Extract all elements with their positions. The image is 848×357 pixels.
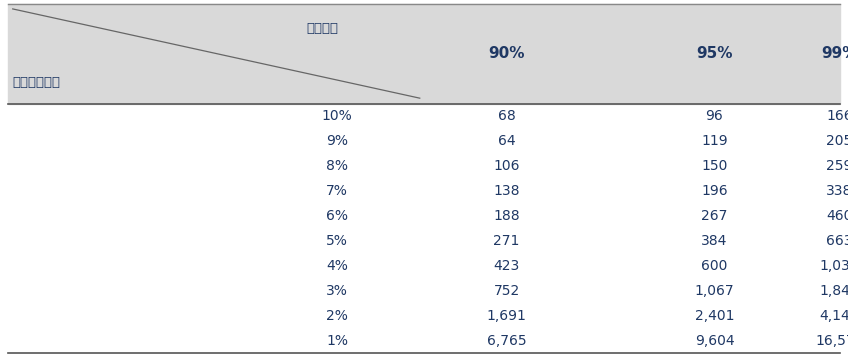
Text: 138: 138: [494, 184, 520, 198]
Text: 7%: 7%: [326, 184, 348, 198]
Text: 9%: 9%: [326, 134, 348, 148]
Text: 384: 384: [701, 234, 728, 248]
Text: 6%: 6%: [326, 209, 348, 223]
Text: 16,577: 16,577: [815, 334, 848, 348]
Text: 196: 196: [701, 184, 728, 198]
Text: 460: 460: [826, 209, 848, 223]
Text: 1,067: 1,067: [695, 284, 734, 298]
Text: 신뢰수준: 신뢰수준: [306, 22, 338, 35]
Text: 90%: 90%: [488, 46, 525, 61]
Text: 1,842: 1,842: [820, 284, 848, 298]
Text: 166: 166: [826, 109, 848, 123]
Text: 119: 119: [701, 134, 728, 148]
Text: 8%: 8%: [326, 159, 348, 173]
Text: 600: 600: [701, 259, 728, 273]
Text: 1,691: 1,691: [487, 309, 527, 323]
Text: 99%: 99%: [821, 46, 848, 61]
Text: 338: 338: [826, 184, 848, 198]
Text: 752: 752: [494, 284, 520, 298]
Text: 423: 423: [494, 259, 520, 273]
Text: 95%: 95%: [696, 46, 733, 61]
Text: 267: 267: [701, 209, 728, 223]
Text: 4,144: 4,144: [820, 309, 848, 323]
Text: 2%: 2%: [326, 309, 348, 323]
Text: 6,765: 6,765: [487, 334, 527, 348]
Text: 188: 188: [494, 209, 520, 223]
Text: 1,036: 1,036: [820, 259, 848, 273]
Text: 9,604: 9,604: [695, 334, 734, 348]
Text: 271: 271: [494, 234, 520, 248]
Text: 106: 106: [494, 159, 520, 173]
Text: 1%: 1%: [326, 334, 348, 348]
Text: 68: 68: [498, 109, 516, 123]
Text: 96: 96: [706, 109, 723, 123]
Text: 최대허용오차: 최대허용오차: [13, 76, 61, 89]
Text: 4%: 4%: [326, 259, 348, 273]
Text: 205: 205: [827, 134, 848, 148]
Text: 64: 64: [498, 134, 516, 148]
Text: 259: 259: [826, 159, 848, 173]
Text: 5%: 5%: [326, 234, 348, 248]
Text: 3%: 3%: [326, 284, 348, 298]
Text: 663: 663: [826, 234, 848, 248]
Text: 10%: 10%: [321, 109, 353, 123]
Text: 150: 150: [701, 159, 728, 173]
Text: 2,401: 2,401: [695, 309, 734, 323]
